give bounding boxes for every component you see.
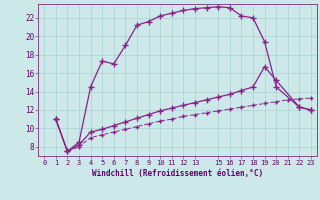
X-axis label: Windchill (Refroidissement éolien,°C): Windchill (Refroidissement éolien,°C) bbox=[92, 169, 263, 178]
